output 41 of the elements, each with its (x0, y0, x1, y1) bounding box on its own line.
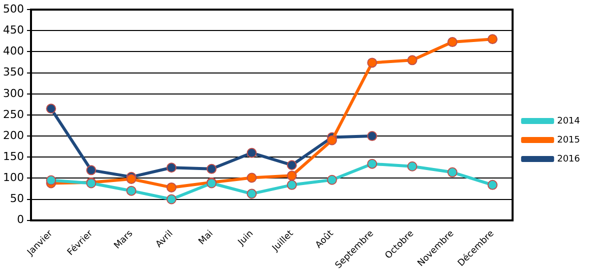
point (488, 34, 498, 44)
y-tick-label: 250 (2, 108, 24, 121)
point (447, 167, 458, 178)
y-tick-label: 350 (2, 66, 24, 79)
point (286, 170, 297, 181)
point (326, 174, 337, 185)
y-tick-label: 50 (10, 192, 24, 206)
point (367, 158, 378, 169)
y-tick-label: 300 (2, 86, 24, 100)
point (46, 104, 56, 114)
point (286, 180, 297, 190)
point (166, 162, 176, 173)
point (407, 161, 418, 172)
point (488, 180, 498, 190)
point (447, 37, 458, 48)
point (206, 164, 217, 174)
y-tick-label: 100 (2, 171, 24, 184)
point (246, 188, 257, 199)
point (86, 165, 96, 176)
point (126, 174, 136, 184)
point (246, 148, 257, 158)
point (407, 55, 418, 66)
x-tick-label: Mai (197, 228, 216, 248)
y-tick-label: 200 (2, 128, 24, 142)
legend-label: 2015 (557, 135, 580, 146)
legend-label: 2014 (557, 116, 580, 126)
point (326, 135, 337, 146)
point (367, 58, 378, 68)
point (286, 160, 297, 170)
y-tick-label: 400 (2, 44, 24, 58)
legend-label: 2016 (557, 154, 580, 164)
point (246, 172, 257, 183)
point (367, 131, 378, 142)
y-tick-label: 150 (2, 150, 24, 163)
point (46, 175, 56, 186)
y-tick-label: 450 (2, 24, 24, 37)
y-tick-label: 500 (2, 2, 24, 16)
point (126, 186, 136, 196)
point (166, 182, 176, 192)
point (166, 194, 176, 204)
y-tick-label: 0 (16, 213, 24, 226)
